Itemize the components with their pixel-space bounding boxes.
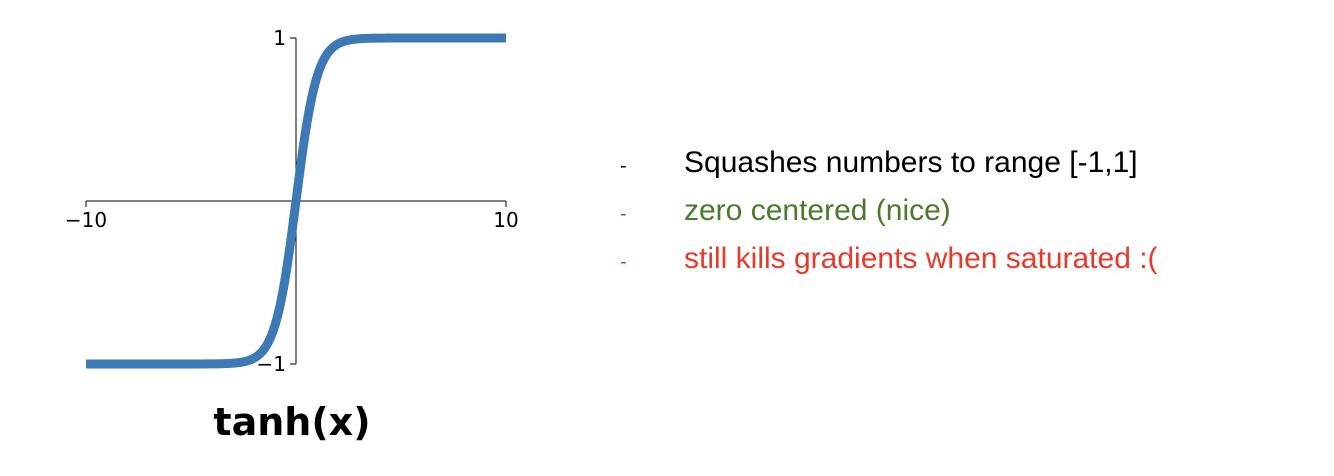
bullet-text: Squashes numbers to range [-1,1] (684, 146, 1138, 179)
bullet-item-range: - Squashes numbers to range [-1,1] (620, 146, 1158, 194)
bullet-dash: - (620, 251, 627, 273)
y-tick-label: 1 (273, 26, 286, 50)
tanh-curve (82, 33, 510, 369)
bullet-text: still kills gradients when saturated :( (684, 242, 1158, 275)
bullet-text: zero centered (nice) (684, 194, 951, 227)
tanh-plot: −10 101−1 (65, 26, 519, 376)
bullet-list: - Squashes numbers to range [-1,1] - zer… (620, 146, 1158, 290)
bullet-dash: - (620, 155, 627, 177)
bullet-item-kills-gradients: - still kills gradients when saturated :… (620, 242, 1158, 290)
bullet-item-zero-centered: - zero centered (nice) (620, 194, 1158, 242)
chart-title: tanh(x) (213, 400, 371, 444)
x-tick-label: −10 (65, 208, 107, 232)
bullet-dash: - (620, 203, 627, 225)
x-tick-label: 10 (493, 208, 518, 232)
